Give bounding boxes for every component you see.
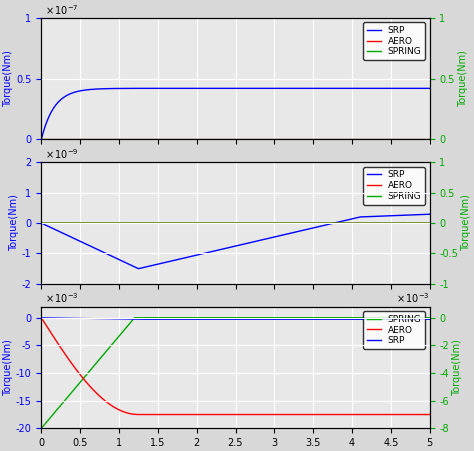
- Text: $\times\,10^{-3}$: $\times\,10^{-3}$: [45, 292, 79, 305]
- Legend: SPRING, AERO, SRP: SPRING, AERO, SRP: [364, 311, 425, 349]
- Legend: SRP, AERO, SPRING: SRP, AERO, SPRING: [364, 22, 425, 60]
- Y-axis label: Torque(Nm): Torque(Nm): [3, 50, 13, 107]
- Legend: SRP, AERO, SPRING: SRP, AERO, SPRING: [364, 167, 425, 205]
- Text: $\times\,10^{-3}$: $\times\,10^{-3}$: [396, 292, 430, 305]
- Y-axis label: Torque(Nm): Torque(Nm): [457, 50, 467, 107]
- Y-axis label: Torque(Nm): Torque(Nm): [3, 339, 13, 396]
- Text: $\times\,10^{-9}$: $\times\,10^{-9}$: [45, 147, 79, 161]
- Text: $\times\,10^{-7}$: $\times\,10^{-7}$: [45, 3, 79, 17]
- Y-axis label: Torque(Nm): Torque(Nm): [452, 339, 462, 396]
- Y-axis label: Torque(Nm): Torque(Nm): [461, 195, 471, 252]
- Y-axis label: Torque(Nm): Torque(Nm): [9, 195, 19, 252]
